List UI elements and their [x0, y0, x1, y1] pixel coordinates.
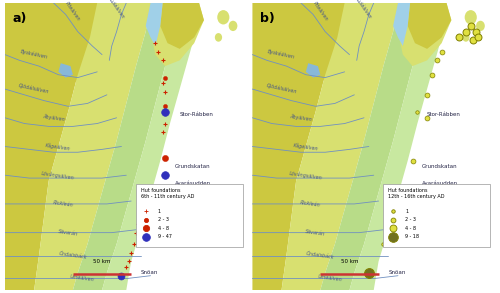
Polygon shape: [252, 3, 344, 290]
Polygon shape: [393, 3, 410, 46]
Text: Åbyälven: Åbyälven: [42, 113, 65, 122]
Text: 1: 1: [158, 209, 161, 214]
Text: Grundskatan: Grundskatan: [422, 164, 458, 169]
Text: 50 km: 50 km: [340, 259, 358, 264]
Text: Stor-Rábben: Stor-Rábben: [180, 113, 214, 117]
Text: Piteälven: Piteälven: [312, 1, 329, 22]
Text: 50 km: 50 km: [94, 259, 111, 264]
FancyBboxPatch shape: [384, 184, 490, 247]
Text: Hut foundations
6th - 11th century AD: Hut foundations 6th - 11th century AD: [141, 188, 194, 199]
Text: Snöan: Snöan: [388, 270, 406, 275]
Text: Luléälven: Luléälven: [355, 0, 373, 20]
Circle shape: [218, 10, 230, 25]
Text: Lövångsälven: Lövångsälven: [42, 170, 76, 180]
Polygon shape: [73, 3, 180, 290]
Circle shape: [476, 21, 485, 31]
Text: Åbyälven: Åbyälven: [290, 113, 312, 122]
Text: Óndalsbáck: Óndalsbáck: [58, 251, 87, 260]
Text: 9 - 18: 9 - 18: [405, 234, 419, 239]
Polygon shape: [34, 3, 150, 290]
Text: Kågeälven: Kågeälven: [292, 142, 319, 151]
Text: Avarásudden: Avarásudden: [175, 181, 211, 186]
Text: 2 - 3: 2 - 3: [405, 217, 416, 222]
Circle shape: [462, 33, 469, 42]
Text: 4 - 8: 4 - 8: [405, 226, 416, 231]
Text: 4 - 8: 4 - 8: [158, 226, 169, 231]
Polygon shape: [310, 3, 386, 89]
Text: Hut foundations
12th - 16th century AD: Hut foundations 12th - 16th century AD: [388, 188, 445, 199]
Text: Grundskatan: Grundskatan: [175, 164, 210, 169]
Circle shape: [215, 33, 222, 42]
Text: Stora Fjäderägg: Stora Fjäderägg: [393, 233, 438, 238]
Text: Lövångsälven: Lövångsälven: [288, 170, 323, 180]
Polygon shape: [306, 63, 320, 78]
Circle shape: [464, 10, 477, 25]
Text: Stor-Rábben: Stor-Rábben: [427, 113, 461, 117]
Text: Gjödálsälven: Gjödálsälven: [18, 83, 50, 95]
Text: Byskéälven: Byskéälven: [20, 49, 48, 60]
Polygon shape: [350, 9, 446, 290]
Text: Kågeälven: Kågeälven: [46, 142, 72, 151]
Polygon shape: [63, 3, 138, 89]
Polygon shape: [282, 3, 398, 290]
Text: Sävarán: Sävarán: [305, 229, 326, 236]
Text: Avarásudden: Avarásudden: [422, 181, 459, 186]
Text: Stora Fjäderägg: Stora Fjäderägg: [146, 233, 190, 238]
FancyBboxPatch shape: [136, 184, 242, 247]
Text: 9 - 47: 9 - 47: [158, 234, 172, 239]
Polygon shape: [146, 3, 204, 66]
Text: Umeälven: Umeälven: [70, 274, 95, 283]
Polygon shape: [102, 9, 199, 290]
Text: Sävarán: Sävarán: [58, 229, 78, 236]
Text: a): a): [12, 11, 26, 25]
Text: 1: 1: [405, 209, 408, 214]
Text: Gjödálsälven: Gjödálsälven: [266, 83, 298, 95]
Text: Piteälven: Piteälven: [64, 1, 82, 22]
Text: Luléälven: Luléälven: [108, 0, 126, 20]
Polygon shape: [146, 3, 162, 46]
Polygon shape: [160, 3, 204, 49]
Polygon shape: [5, 3, 97, 290]
Text: Byskéälven: Byskéälven: [268, 49, 296, 60]
Text: Rickleán: Rickleán: [300, 200, 322, 208]
Text: Óndalsbáck: Óndalsbáck: [306, 251, 335, 260]
Text: Snöan: Snöan: [141, 270, 158, 275]
Circle shape: [228, 21, 237, 31]
Polygon shape: [58, 63, 73, 78]
Text: b): b): [260, 11, 274, 25]
Text: Umeälven: Umeälven: [318, 274, 342, 283]
Polygon shape: [320, 3, 427, 290]
Text: Rickleán: Rickleán: [52, 200, 74, 208]
Text: 2 - 3: 2 - 3: [158, 217, 169, 222]
Polygon shape: [393, 3, 452, 66]
Polygon shape: [408, 3, 452, 49]
